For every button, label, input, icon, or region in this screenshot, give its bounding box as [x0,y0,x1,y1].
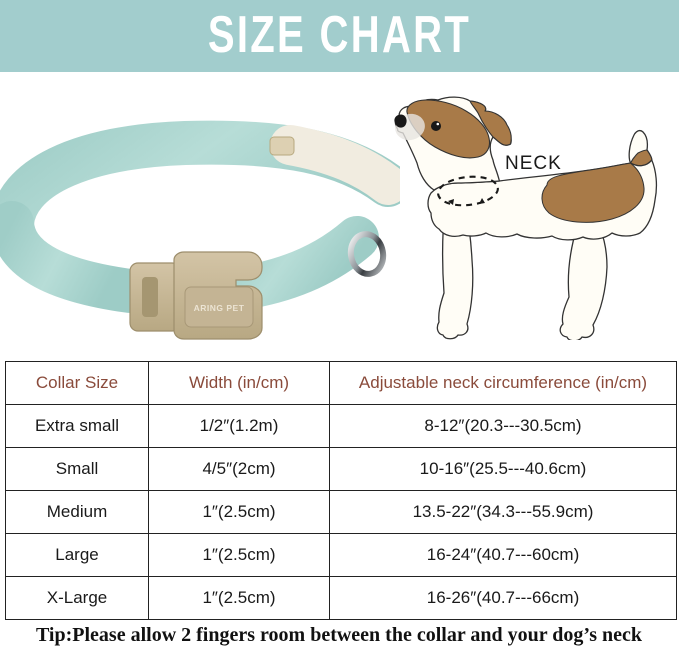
svg-text:ARING PET: ARING PET [194,303,245,313]
svg-text:NECK: NECK [505,153,562,174]
